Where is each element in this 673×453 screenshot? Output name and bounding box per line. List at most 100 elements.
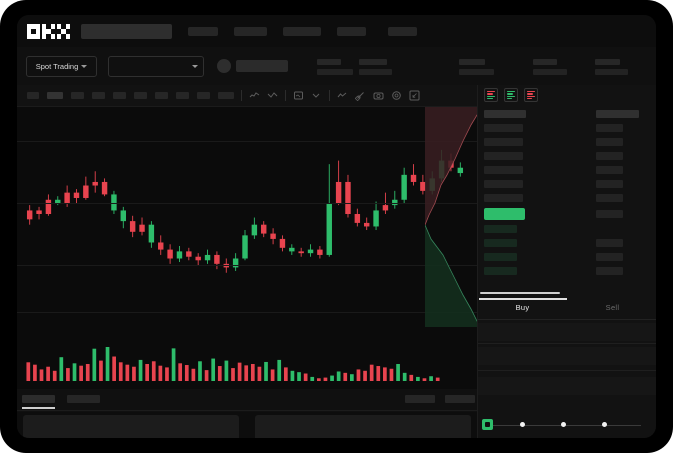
orderbook-ask-amount bbox=[596, 138, 623, 146]
toolbar-divider bbox=[241, 90, 242, 101]
orderbook-ask-row[interactable] bbox=[484, 180, 523, 188]
order-amount-field[interactable] bbox=[478, 347, 656, 365]
orderbook-header-price bbox=[484, 110, 526, 118]
indicator-icon[interactable] bbox=[293, 90, 304, 101]
stat-last-price bbox=[317, 59, 353, 75]
timeframe-more[interactable] bbox=[218, 92, 234, 99]
orderbook-bid-amount bbox=[596, 253, 623, 261]
market-subheader: Spot Trading bbox=[17, 47, 656, 85]
slider-stop-50[interactable] bbox=[561, 422, 566, 427]
settings-gear-icon[interactable] bbox=[391, 90, 402, 101]
orderbook-header-amount bbox=[596, 110, 639, 118]
tab-buy[interactable]: Buy bbox=[515, 303, 530, 312]
orderbook-ask-amount bbox=[596, 166, 623, 174]
pair-name-placeholder bbox=[236, 60, 288, 72]
orderbook-ask-row[interactable] bbox=[484, 166, 523, 174]
timeframe-5m[interactable] bbox=[47, 92, 63, 99]
okx-logo[interactable] bbox=[27, 23, 71, 39]
tab-sell[interactable]: Sell bbox=[605, 303, 620, 312]
chart-gridline bbox=[17, 312, 477, 313]
timeframe-15m[interactable] bbox=[71, 92, 84, 99]
compare-icon[interactable] bbox=[311, 90, 322, 101]
search-input[interactable] bbox=[81, 23, 172, 39]
logo-letter-x bbox=[57, 23, 71, 39]
orderbook-mode-both[interactable] bbox=[484, 88, 498, 102]
line-chart-icon[interactable] bbox=[267, 90, 278, 101]
toolbar-divider bbox=[285, 90, 286, 101]
orderbook-ask-amount bbox=[596, 194, 623, 202]
orderbook-ask-row[interactable] bbox=[484, 152, 523, 160]
drawing-tool-icon[interactable] bbox=[337, 90, 348, 101]
orderbook-bid-amount bbox=[596, 239, 623, 247]
timeframe-1h[interactable] bbox=[113, 92, 126, 99]
form-divider bbox=[478, 370, 656, 371]
slider-handle[interactable] bbox=[482, 419, 493, 430]
tab-order-history[interactable] bbox=[67, 395, 100, 403]
chevron-down-icon bbox=[81, 64, 88, 68]
orderbook-and-trade-panel: Buy Sell bbox=[477, 85, 656, 438]
orderbook-mode-bids[interactable] bbox=[504, 88, 518, 102]
orderbook-mid-price[interactable] bbox=[484, 208, 525, 220]
active-tab-underline bbox=[22, 407, 55, 409]
candlestick-chart-icon[interactable] bbox=[249, 90, 260, 101]
camera-icon[interactable] bbox=[373, 90, 384, 101]
order-total-field[interactable] bbox=[478, 377, 656, 395]
orderbook-bid-row[interactable] bbox=[484, 253, 517, 261]
buy-tab-underline bbox=[479, 298, 567, 300]
chevron-down-icon bbox=[192, 64, 198, 68]
timeframe-1mo[interactable] bbox=[197, 92, 210, 99]
nav-item-more[interactable] bbox=[388, 26, 417, 36]
slider-stop-25[interactable] bbox=[520, 422, 525, 427]
timeframe-4h[interactable] bbox=[134, 92, 147, 99]
orderbook-bid-row[interactable] bbox=[484, 239, 517, 247]
orderbook-ask-row[interactable] bbox=[484, 194, 523, 202]
orderbook-ask-amount bbox=[596, 124, 623, 132]
orderbook-ask-row[interactable] bbox=[484, 124, 523, 132]
timeframe-1m[interactable] bbox=[27, 92, 39, 99]
nav-item-markets[interactable] bbox=[234, 26, 267, 36]
logo-letter-o bbox=[27, 23, 40, 39]
timeframe-30m[interactable] bbox=[92, 92, 105, 99]
chart-gridline bbox=[17, 265, 477, 266]
trading-pair-dropdown[interactable] bbox=[108, 55, 204, 77]
orderbook-ask-amount bbox=[596, 152, 623, 160]
coin-avatar bbox=[217, 59, 231, 73]
orderbook-mode-asks[interactable] bbox=[524, 88, 538, 102]
orders-tab-bar bbox=[17, 389, 477, 411]
candle-series bbox=[26, 149, 464, 273]
stat-24h-high bbox=[459, 59, 494, 75]
nav-item-assets[interactable] bbox=[337, 26, 366, 36]
fullscreen-icon[interactable] bbox=[409, 90, 420, 101]
timeframe-1w[interactable] bbox=[176, 92, 189, 99]
spot-trading-dropdown[interactable]: Spot Trading bbox=[26, 55, 97, 77]
orderbook-bid-row[interactable] bbox=[484, 225, 517, 233]
orderbook-bid-row[interactable] bbox=[484, 267, 517, 275]
nav-item-earn[interactable] bbox=[283, 26, 321, 36]
nav-item-trade[interactable] bbox=[188, 26, 218, 36]
orderbook-display-modes bbox=[484, 88, 538, 102]
orderbook-ask-amount bbox=[596, 180, 623, 188]
logo-letter-k bbox=[42, 23, 56, 39]
orderbook-scrollbar[interactable] bbox=[480, 292, 560, 294]
slider-stop-75[interactable] bbox=[602, 422, 607, 427]
chart-gridline bbox=[17, 141, 477, 142]
order-price-field[interactable] bbox=[478, 323, 656, 341]
orderbook-ask-row[interactable] bbox=[484, 138, 523, 146]
app-screen: Spot Trading bbox=[17, 15, 656, 438]
tab-open-orders[interactable] bbox=[22, 395, 55, 403]
bottom-action-2[interactable] bbox=[445, 395, 475, 403]
chart-toolbar bbox=[17, 85, 477, 107]
bottom-panel-left[interactable] bbox=[23, 415, 239, 438]
volume-histogram bbox=[17, 327, 477, 389]
chart-gridline bbox=[17, 203, 477, 204]
orderbook-mid-amount bbox=[596, 210, 623, 218]
timeframe-1d[interactable] bbox=[155, 92, 168, 99]
stat-24h-change bbox=[359, 59, 392, 75]
bottom-panel-right[interactable] bbox=[255, 415, 471, 438]
buy-sell-tab-bar: Buy Sell bbox=[478, 298, 656, 320]
price-candlestick-chart[interactable] bbox=[17, 107, 477, 327]
bottom-action-1[interactable] bbox=[405, 395, 435, 403]
magnet-icon[interactable] bbox=[355, 90, 366, 101]
orderbook-rows[interactable] bbox=[478, 107, 656, 293]
